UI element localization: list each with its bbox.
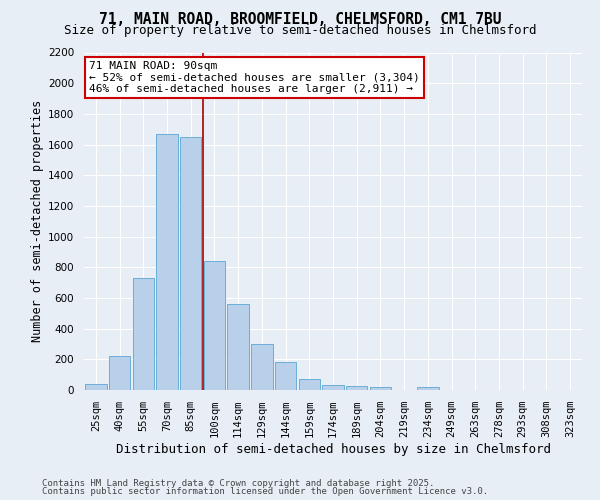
Text: Contains HM Land Registry data © Crown copyright and database right 2025.: Contains HM Land Registry data © Crown c… [42,478,434,488]
Text: 71, MAIN ROAD, BROOMFIELD, CHELMSFORD, CM1 7BU: 71, MAIN ROAD, BROOMFIELD, CHELMSFORD, C… [99,12,501,28]
Bar [417,387,439,390]
Bar [322,384,344,390]
Text: 71 MAIN ROAD: 90sqm
← 52% of semi-detached houses are smaller (3,304)
46% of sem: 71 MAIN ROAD: 90sqm ← 52% of semi-detach… [89,61,420,94]
Bar [251,344,272,390]
X-axis label: Distribution of semi-detached houses by size in Chelmsford: Distribution of semi-detached houses by … [115,443,551,456]
Bar [157,134,178,390]
Bar [299,380,320,390]
Bar [85,384,107,390]
Bar [133,278,154,390]
Bar [346,386,367,390]
Bar [109,356,130,390]
Bar [204,261,225,390]
Bar [227,304,249,390]
Bar [180,137,202,390]
Y-axis label: Number of semi-detached properties: Number of semi-detached properties [31,100,44,342]
Text: Size of property relative to semi-detached houses in Chelmsford: Size of property relative to semi-detach… [64,24,536,37]
Bar [370,387,391,390]
Bar [275,362,296,390]
Text: Contains public sector information licensed under the Open Government Licence v3: Contains public sector information licen… [42,487,488,496]
